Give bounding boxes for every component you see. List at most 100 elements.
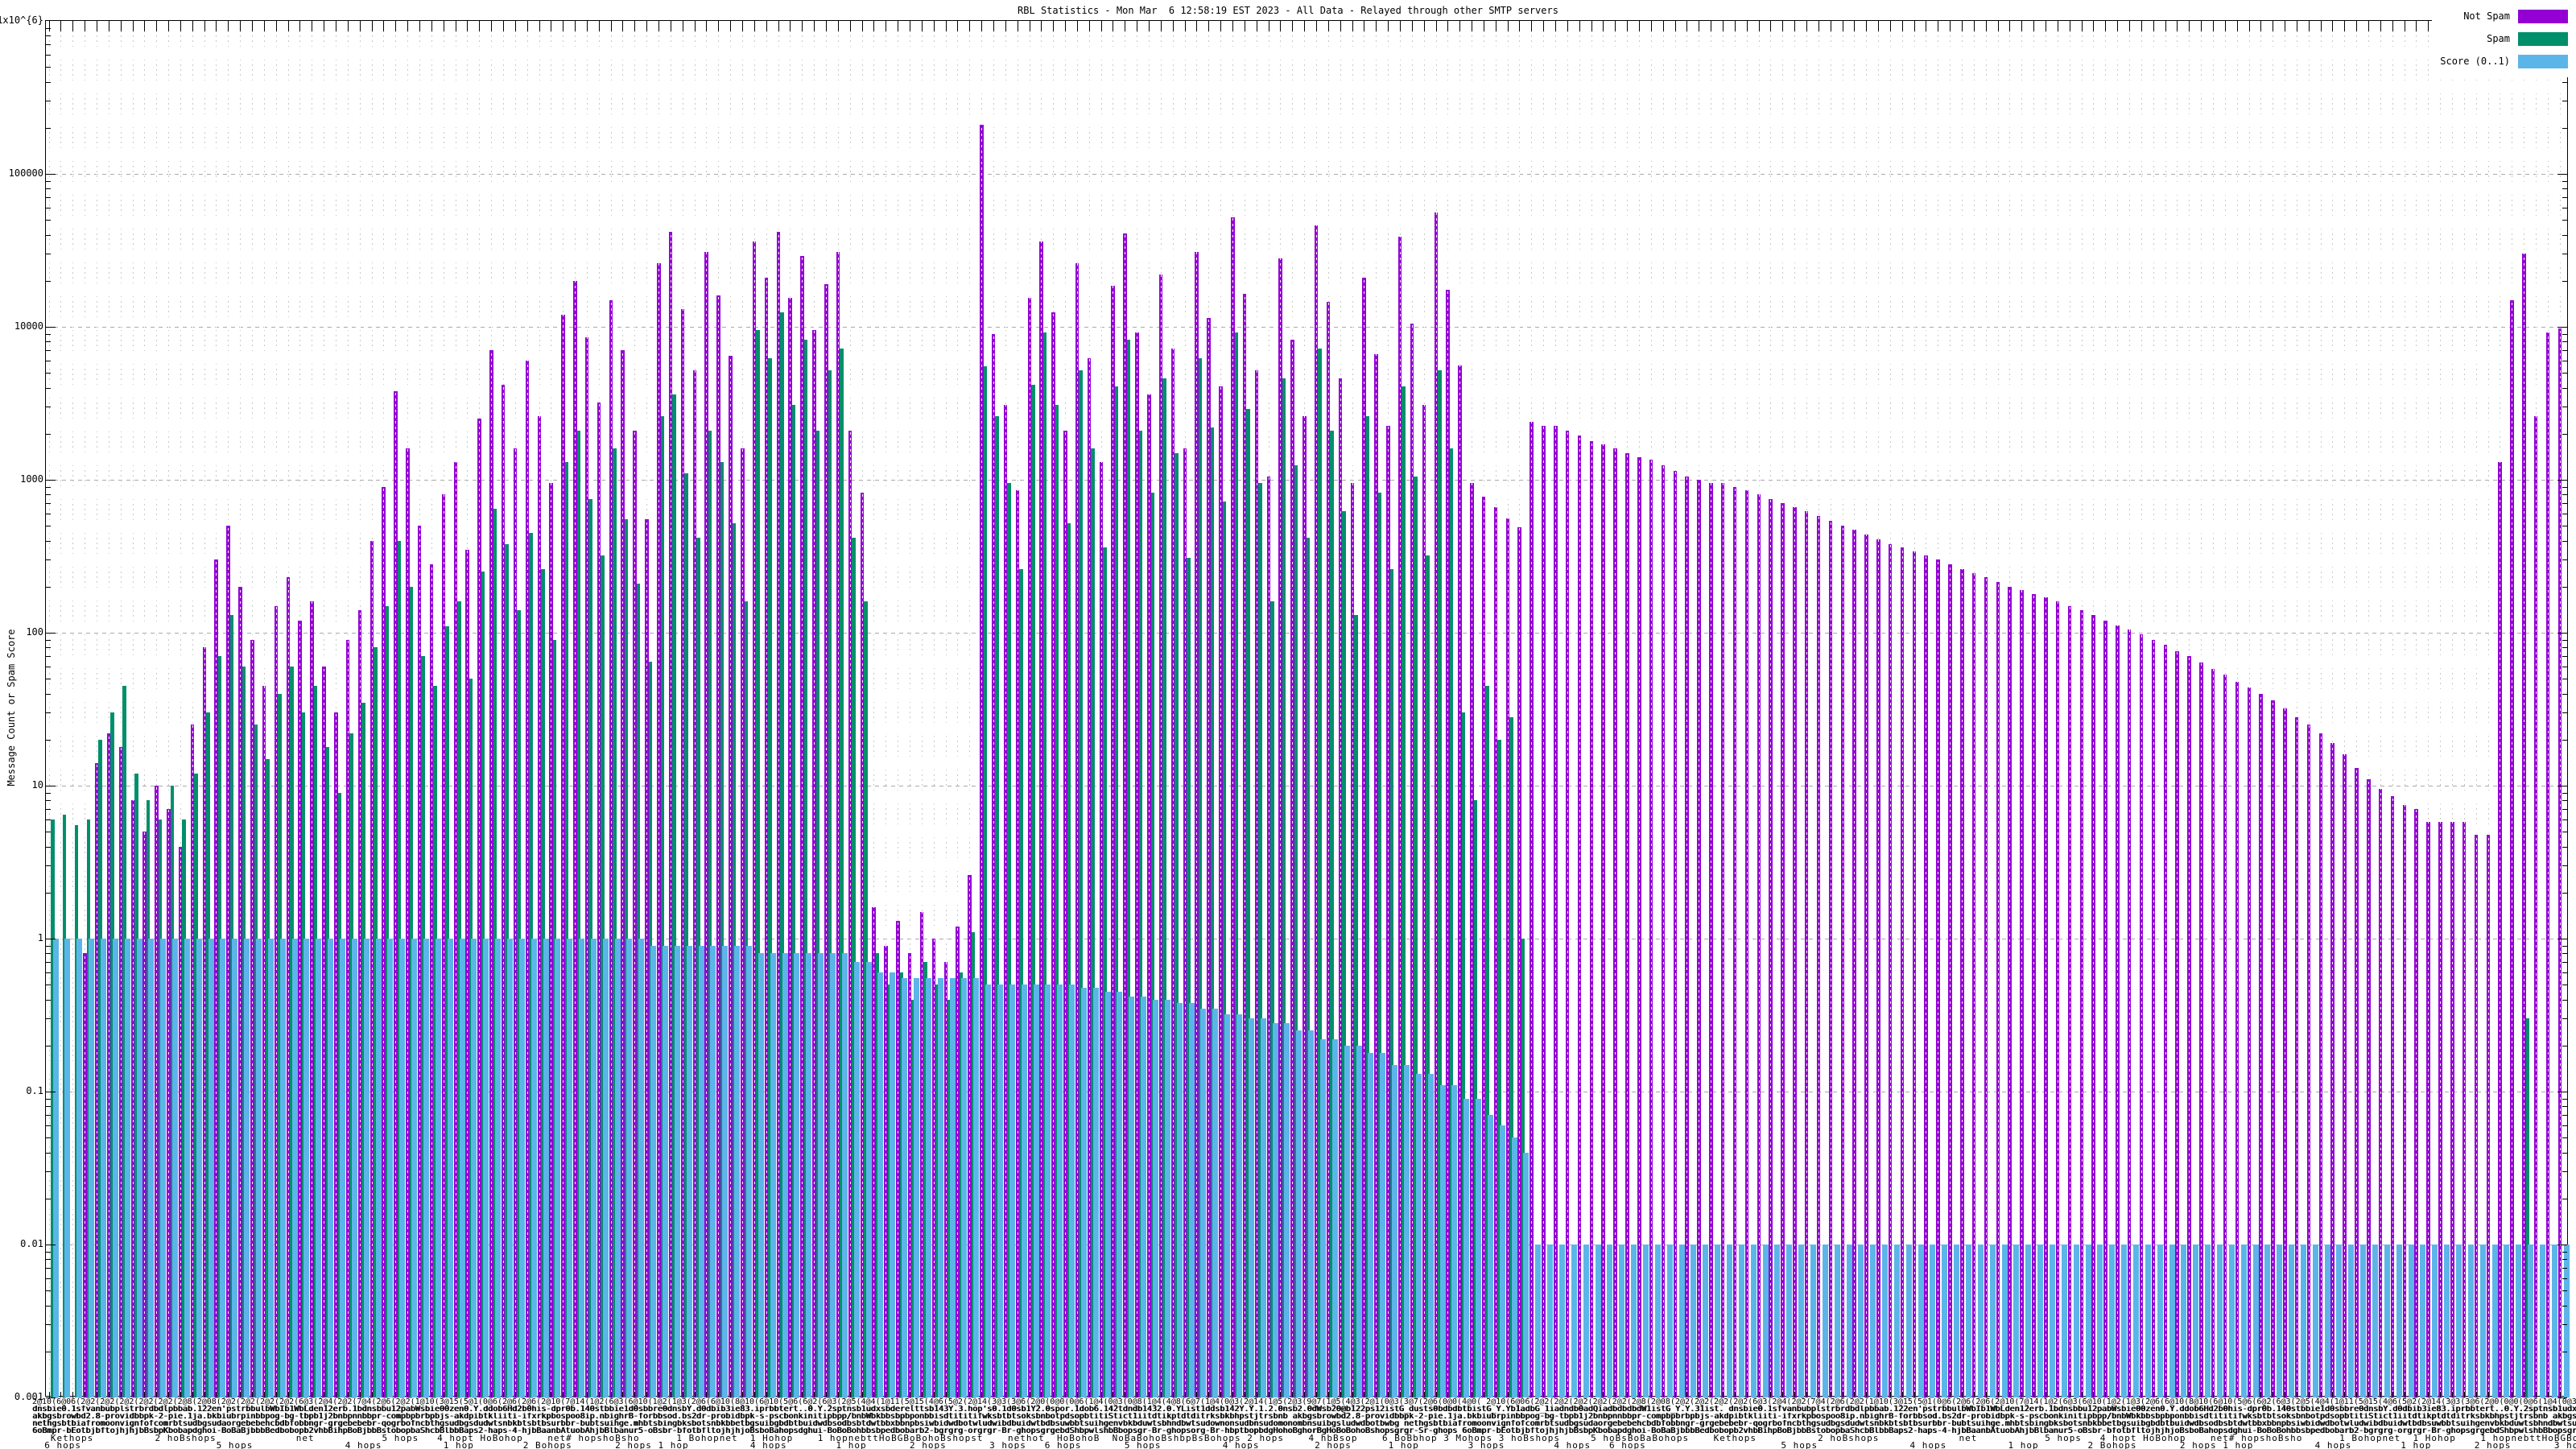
score-bar xyxy=(1977,1245,1984,1397)
spam-bar xyxy=(529,532,533,1397)
x-gridline-overlay xyxy=(1770,21,1772,1396)
score-bar xyxy=(1476,1098,1481,1397)
score-bar xyxy=(232,939,238,1397)
x-gridline-overlay xyxy=(1555,21,1556,1396)
top-axis-tick xyxy=(1997,21,1999,31)
score-bar xyxy=(2157,1245,2163,1397)
x-gridline-overlay xyxy=(1149,21,1150,1396)
bottom-axis-tick xyxy=(2128,1392,2130,1397)
x-gridline-overlay xyxy=(1208,21,1210,1396)
bottom-axis-tick xyxy=(1866,1392,1868,1397)
y-minor-tick-left xyxy=(46,540,51,542)
bottom-axis-tick xyxy=(1686,1392,1688,1397)
bottom-axis-tick xyxy=(2416,1392,2417,1397)
top-axis-tick xyxy=(1734,21,1736,31)
top-axis-tick xyxy=(1722,21,1724,31)
bottom-axis-tick xyxy=(1411,1392,1413,1397)
y-minor-tick-left xyxy=(46,1268,51,1269)
top-axis-tick xyxy=(2380,21,2381,31)
y-minor-tick-right xyxy=(2562,809,2567,811)
top-axis-tick xyxy=(1866,21,1868,31)
top-axis-tick xyxy=(1388,21,1389,31)
y-minor-tick-right xyxy=(2562,1259,2567,1261)
y-minor-tick-right xyxy=(2562,373,2567,374)
x-gridline-overlay xyxy=(1734,21,1736,1396)
score-bar xyxy=(2300,1245,2306,1397)
y-minor-tick-left xyxy=(46,892,51,894)
bottom-axis-tick xyxy=(2224,1392,2226,1397)
top-axis-tick xyxy=(2236,21,2238,31)
score-bar xyxy=(2013,1245,2020,1397)
y-major-tick-left xyxy=(46,480,56,481)
y-minor-tick-left xyxy=(46,234,51,236)
x-axis-label-row: Kethops 2 hoBshops net 5 hops 4 hopt HoB… xyxy=(50,1435,2576,1443)
top-axis-tick xyxy=(1901,21,1903,31)
spam-bar xyxy=(601,555,605,1397)
bottom-axis-tick xyxy=(216,1392,217,1397)
y-minor-tick-right xyxy=(2562,1278,2567,1280)
y-minor-tick-left xyxy=(46,1018,51,1020)
spam-bar xyxy=(1497,739,1501,1397)
x-gridline-overlay xyxy=(2440,21,2442,1396)
score-bar xyxy=(2516,1245,2522,1397)
x-gridline-overlay xyxy=(502,21,504,1396)
x-gridline-overlay xyxy=(359,21,361,1396)
x-axis-label-row: nethgsbtbiafromoonvignfofcomrbtsudbgsuda… xyxy=(32,1420,2576,1428)
bottom-axis-tick xyxy=(778,1392,779,1397)
bottom-axis-tick xyxy=(1531,1392,1533,1397)
spam-bar xyxy=(899,972,904,1397)
score-bar xyxy=(1092,987,1099,1397)
x-axis-label-row: dnsbie0.1sfvanbubplstrbrdbdlpbbab.122en'… xyxy=(32,1406,2576,1414)
spam-bar xyxy=(385,605,390,1397)
score-bar xyxy=(160,939,167,1397)
spam-bar xyxy=(349,733,353,1397)
spam-bar xyxy=(541,569,545,1397)
x-gridline-overlay xyxy=(216,21,217,1396)
score-bar xyxy=(579,939,584,1397)
top-axis-tick xyxy=(1603,21,1604,31)
y-minor-tick-left xyxy=(46,55,51,56)
spam-bar xyxy=(828,370,832,1397)
y-minor-tick-right xyxy=(2562,81,2567,83)
score-bar xyxy=(303,939,310,1397)
bottom-axis-tick xyxy=(1388,1392,1389,1397)
score-bar xyxy=(1403,1064,1410,1397)
score-bar xyxy=(1954,1245,1960,1397)
x-gridline-overlay xyxy=(240,21,242,1396)
top-axis-tick xyxy=(1220,21,1222,31)
x-gridline-overlay xyxy=(981,21,982,1396)
score-bar xyxy=(567,939,573,1397)
score-bar xyxy=(1331,1038,1338,1397)
y-tick-label: 10000 xyxy=(14,320,43,332)
score-bar xyxy=(1129,996,1135,1397)
spam-bar xyxy=(720,462,724,1397)
x-gridline-overlay xyxy=(168,21,169,1396)
score-bar xyxy=(1918,1245,1924,1397)
y-minor-tick-left xyxy=(46,486,51,488)
x-gridline-overlay xyxy=(2535,21,2537,1396)
y-minor-tick-right xyxy=(2562,1152,2567,1154)
y-minor-tick-left xyxy=(46,1278,51,1280)
x-gridline-overlay xyxy=(72,21,74,1396)
y-minor-tick-left xyxy=(46,962,51,964)
x-gridline-overlay xyxy=(1041,21,1042,1396)
top-axis-tick xyxy=(2117,21,2119,31)
score-bar xyxy=(1654,1245,1661,1397)
score-bar xyxy=(2396,1245,2402,1397)
x-gridline-overlay xyxy=(1304,21,1306,1396)
score-bar xyxy=(1248,1018,1254,1397)
top-axis-tick xyxy=(1327,21,1329,31)
top-axis-tick xyxy=(2128,21,2130,31)
top-axis-tick xyxy=(287,21,289,31)
bottom-axis-tick xyxy=(753,1392,755,1397)
x-gridline-overlay xyxy=(2368,21,2369,1396)
bottom-axis-tick xyxy=(1352,1392,1353,1397)
score-bar xyxy=(2528,1245,2534,1397)
bottom-axis-tick xyxy=(263,1392,265,1397)
x-gridline-overlay xyxy=(1196,21,1198,1396)
bottom-axis-tick xyxy=(933,1392,935,1397)
x-gridline-overlay xyxy=(837,21,839,1396)
y-minor-tick-right xyxy=(2562,1125,2567,1127)
x-gridline-overlay xyxy=(1722,21,1724,1396)
top-axis-tick xyxy=(718,21,720,31)
